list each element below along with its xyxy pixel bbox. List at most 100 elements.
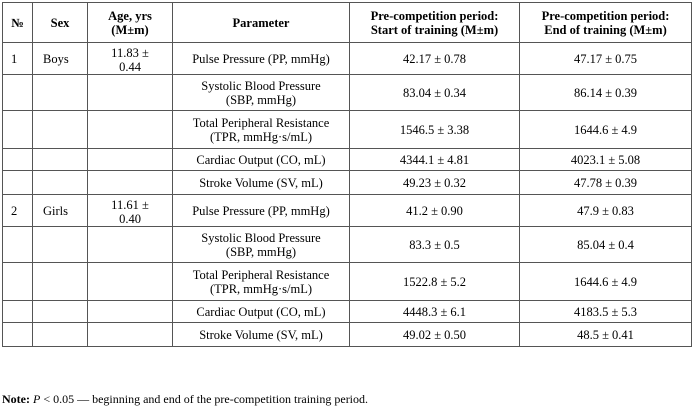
table-note: Note: P < 0.05 — beginning and end of th… — [2, 392, 368, 407]
cell-start-value: 1546.5 ± 3.38 — [349, 110, 520, 149]
cell-parameter: Systolic Blood Pressure (SBP, mmHg) — [172, 74, 350, 111]
cell-parameter: Total Peripheral Resistance (TPR, mmHg·s/… — [172, 262, 350, 301]
header-parameter: Parameter — [172, 2, 350, 43]
header-end: Pre-competition period: End of training … — [519, 2, 692, 43]
parameter-line1: Cardiac Output (CO, mL) — [196, 304, 326, 319]
parameter-line1: Pulse Pressure (PP, mmHg) — [192, 51, 330, 66]
table-row: Cardiac Output (CO, mL) 4448.3 ± 6.1 4183.… — [2, 300, 692, 323]
age-value-line2: 0.40 — [119, 212, 141, 226]
cell-parameter: Cardiac Output (CO, mL) — [172, 148, 350, 171]
table-row: 1 Boys 11.83 ±0.44 Pulse Pressure (PP, mmHg… — [2, 42, 692, 75]
table-row: Total Peripheral Resistance (TPR, mmHg·s/… — [2, 110, 692, 149]
parameter-line2: (SBP, mmHg) — [225, 92, 297, 107]
age-value-line1: 11.83 ± — [111, 46, 149, 60]
cell-num — [2, 170, 33, 195]
cell-sex — [32, 74, 88, 111]
table-row: Stroke Volume (SV, mL) 49.23 ± 0.32 47.78 … — [2, 170, 692, 195]
age-value-line1: 11.61 ± — [111, 198, 149, 212]
header-num: № — [2, 2, 33, 43]
parameter-line2: (TPR, mmHg·s/mL) — [209, 129, 313, 144]
cell-sex: Boys — [32, 42, 88, 75]
cell-num — [2, 300, 33, 323]
cell-sex — [32, 226, 88, 263]
cell-end-value: 48.5 ± 0.41 — [519, 322, 692, 347]
cell-sex — [32, 262, 88, 301]
parameter-line2: (SBP, mmHg) — [225, 244, 297, 259]
cell-end-value: 47.9 ± 0.83 — [519, 194, 692, 227]
parameter-line1: Systolic Blood Pressure — [201, 78, 321, 93]
cell-start-value: 4344.1 ± 4.81 — [349, 148, 520, 171]
cell-start-value: 83.3 ± 0.5 — [349, 226, 520, 263]
age-value-line2: 0.44 — [119, 60, 141, 74]
results-table: № Sex Age, yrs (M±m) Parameter Pre-compe… — [2, 2, 692, 347]
cell-age — [87, 226, 173, 263]
cell-age — [87, 262, 173, 301]
table-body: 1 Boys 11.83 ±0.44 Pulse Pressure (PP, mmHg… — [2, 42, 692, 347]
cell-start-value: 83.04 ± 0.34 — [349, 74, 520, 111]
parameter-line1: Pulse Pressure (PP, mmHg) — [192, 203, 330, 218]
cell-age — [87, 148, 173, 171]
cell-num: 2 — [2, 194, 33, 227]
note-text: < 0.05 — beginning and end of the pre-co… — [40, 392, 369, 406]
cell-parameter: Total Peripheral Resistance (TPR, mmHg·s/… — [172, 110, 350, 149]
cell-end-value: 85.04 ± 0.4 — [519, 226, 692, 263]
cell-age: 11.83 ±0.44 — [87, 42, 173, 75]
cell-age — [87, 300, 173, 323]
cell-start-value: 42.17 ± 0.78 — [349, 42, 520, 75]
cell-age — [87, 110, 173, 149]
cell-num — [2, 226, 33, 263]
cell-start-value: 1522.8 ± 5.2 — [349, 262, 520, 301]
table-row: Cardiac Output (CO, mL) 4344.1 ± 4.81 4023… — [2, 148, 692, 171]
table-row: Stroke Volume (SV, mL) 49.02 ± 0.50 48.5 ±… — [2, 322, 692, 347]
cell-age — [87, 74, 173, 111]
table-row: Systolic Blood Pressure (SBP, mmHg) 83.3 ±… — [2, 226, 692, 263]
header-age-line2: (M±m) — [111, 22, 149, 37]
note-p: P — [32, 392, 41, 406]
cell-end-value: 4023.1 ± 5.08 — [519, 148, 692, 171]
cell-num — [2, 148, 33, 171]
parameter-line1: Total Peripheral Resistance — [192, 267, 330, 282]
cell-start-value: 49.23 ± 0.32 — [349, 170, 520, 195]
cell-parameter: Systolic Blood Pressure (SBP, mmHg) — [172, 226, 350, 263]
cell-sex — [32, 148, 88, 171]
table-row: Systolic Blood Pressure (SBP, mmHg) 83.04 … — [2, 74, 692, 111]
cell-parameter: Stroke Volume (SV, mL) — [172, 322, 350, 347]
header-end-line1: Pre-competition period: — [541, 8, 670, 23]
cell-end-value: 4183.5 ± 5.3 — [519, 300, 692, 323]
header-start-line2: Start of training (M±m) — [370, 22, 499, 37]
cell-parameter: Cardiac Output (CO, mL) — [172, 300, 350, 323]
cell-parameter: Pulse Pressure (PP, mmHg) — [172, 194, 350, 227]
parameter-line2: (TPR, mmHg·s/mL) — [209, 281, 313, 296]
cell-parameter: Pulse Pressure (PP, mmHg) — [172, 42, 350, 75]
cell-num — [2, 110, 33, 149]
header-row: № Sex Age, yrs (M±m) Parameter Pre-compe… — [2, 2, 692, 43]
header-end-line2: End of training (M±m) — [544, 22, 667, 37]
cell-num: 1 — [2, 42, 33, 75]
parameter-line1: Stroke Volume (SV, mL) — [199, 327, 323, 342]
parameter-line1: Total Peripheral Resistance — [192, 115, 330, 130]
header-start: Pre-competition period: Start of trainin… — [349, 2, 520, 43]
header-age-line1: Age, yrs — [108, 8, 152, 23]
header-sex: Sex — [32, 2, 88, 43]
parameter-line1: Stroke Volume (SV, mL) — [199, 175, 323, 190]
cell-sex — [32, 110, 88, 149]
cell-age — [87, 322, 173, 347]
cell-sex — [32, 300, 88, 323]
table-row: 2 Girls 11.61 ±0.40 Pulse Pressure (PP, mmH… — [2, 194, 692, 227]
cell-sex — [32, 322, 88, 347]
cell-parameter: Stroke Volume (SV, mL) — [172, 170, 350, 195]
cell-start-value: 49.02 ± 0.50 — [349, 322, 520, 347]
cell-end-value: 47.78 ± 0.39 — [519, 170, 692, 195]
cell-end-value: 1644.6 ± 4.9 — [519, 110, 692, 149]
parameter-line1: Systolic Blood Pressure — [201, 230, 321, 245]
cell-age — [87, 170, 173, 195]
header-age: Age, yrs (M±m) — [87, 2, 173, 43]
cell-start-value: 4448.3 ± 6.1 — [349, 300, 520, 323]
cell-num — [2, 74, 33, 111]
cell-age: 11.61 ±0.40 — [87, 194, 173, 227]
cell-sex — [32, 170, 88, 195]
cell-num — [2, 262, 33, 301]
cell-sex: Girls — [32, 194, 88, 227]
table-row: Total Peripheral Resistance (TPR, mmHg·s/… — [2, 262, 692, 301]
header-start-line1: Pre-competition period: — [370, 8, 499, 23]
